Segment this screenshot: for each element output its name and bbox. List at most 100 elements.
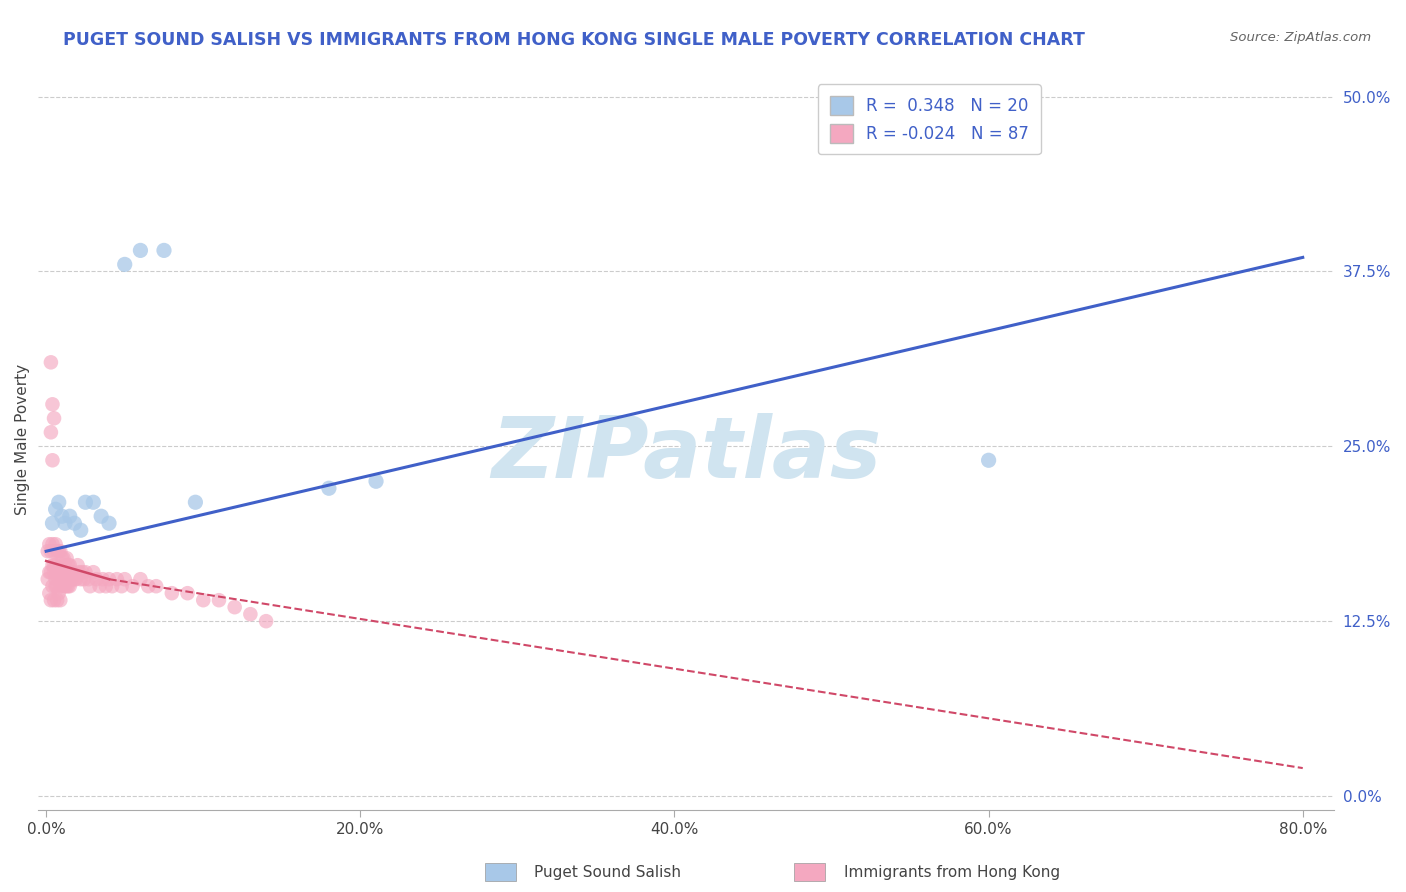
- Point: [55, 551, 77, 566]
- Point: [63, 572, 86, 586]
- Point: [51, 509, 73, 524]
- Point: [98, 572, 121, 586]
- Text: Immigrants from Hong Kong: Immigrants from Hong Kong: [844, 865, 1060, 880]
- Point: [82, 565, 104, 579]
- Point: [55, 579, 77, 593]
- Point: [53, 516, 76, 531]
- Point: [59, 579, 82, 593]
- Point: [46, 544, 69, 558]
- Point: [59, 509, 82, 524]
- Point: [59, 558, 82, 573]
- Point: [41, 397, 63, 411]
- Point: [39, 593, 62, 607]
- Point: [52, 572, 75, 586]
- Point: [46, 565, 69, 579]
- Point: [53, 579, 76, 593]
- Point: [41, 453, 63, 467]
- Point: [105, 572, 128, 586]
- Point: [42, 565, 65, 579]
- Point: [114, 572, 136, 586]
- Point: [42, 558, 65, 573]
- Point: [39, 565, 62, 579]
- Point: [75, 495, 97, 509]
- Point: [75, 565, 97, 579]
- Point: [49, 565, 72, 579]
- Point: [121, 579, 143, 593]
- Point: [94, 579, 117, 593]
- Point: [160, 586, 183, 600]
- Text: Puget Sound Salish: Puget Sound Salish: [534, 865, 682, 880]
- Point: [45, 579, 67, 593]
- Point: [73, 572, 96, 586]
- Point: [55, 572, 77, 586]
- Point: [53, 572, 76, 586]
- Point: [86, 572, 108, 586]
- Point: [38, 537, 60, 551]
- Point: [49, 593, 72, 607]
- Point: [62, 565, 84, 579]
- Point: [41, 516, 63, 531]
- Point: [39, 544, 62, 558]
- Point: [153, 244, 176, 258]
- Point: [136, 579, 159, 593]
- Text: ZIPatlas: ZIPatlas: [491, 413, 882, 496]
- Point: [42, 593, 65, 607]
- Point: [52, 551, 75, 566]
- Point: [45, 537, 67, 551]
- Point: [42, 544, 65, 558]
- Point: [56, 572, 79, 586]
- Point: [67, 565, 90, 579]
- Point: [48, 565, 70, 579]
- Point: [38, 565, 60, 579]
- Y-axis label: Single Male Poverty: Single Male Poverty: [15, 364, 30, 515]
- Text: PUGET SOUND SALISH VS IMMIGRANTS FROM HONG KONG SINGLE MALE POVERTY CORRELATION : PUGET SOUND SALISH VS IMMIGRANTS FROM HO…: [63, 31, 1085, 49]
- Point: [45, 558, 67, 573]
- Point: [77, 572, 100, 586]
- Point: [364, 475, 387, 489]
- Point: [89, 579, 111, 593]
- Point: [90, 509, 112, 524]
- Point: [48, 565, 70, 579]
- Point: [977, 453, 1000, 467]
- Legend: R =  0.348   N = 20, R = -0.024   N = 87: R = 0.348 N = 20, R = -0.024 N = 87: [818, 84, 1040, 154]
- Point: [45, 572, 67, 586]
- Point: [49, 544, 72, 558]
- Point: [48, 495, 70, 509]
- Point: [38, 586, 60, 600]
- Point: [129, 572, 152, 586]
- Point: [114, 257, 136, 271]
- Point: [101, 579, 124, 593]
- Point: [129, 244, 152, 258]
- Point: [254, 614, 277, 628]
- Point: [208, 593, 231, 607]
- Point: [110, 579, 132, 593]
- Point: [41, 579, 63, 593]
- Point: [318, 481, 340, 495]
- Point: [63, 516, 86, 531]
- Point: [66, 558, 89, 573]
- Point: [193, 593, 215, 607]
- Point: [145, 579, 167, 593]
- Point: [60, 572, 83, 586]
- Point: [56, 558, 79, 573]
- Point: [37, 572, 59, 586]
- Point: [48, 586, 70, 600]
- Point: [52, 579, 75, 593]
- Point: [65, 572, 87, 586]
- Point: [184, 495, 207, 509]
- Point: [60, 565, 83, 579]
- Point: [72, 565, 94, 579]
- Point: [48, 544, 70, 558]
- Point: [176, 586, 198, 600]
- Point: [53, 558, 76, 573]
- Point: [51, 551, 73, 566]
- Point: [98, 516, 121, 531]
- Point: [82, 495, 104, 509]
- Point: [37, 544, 59, 558]
- Point: [91, 572, 114, 586]
- Point: [69, 572, 91, 586]
- Text: Source: ZipAtlas.com: Source: ZipAtlas.com: [1230, 31, 1371, 45]
- Point: [39, 355, 62, 369]
- Point: [41, 537, 63, 551]
- Point: [46, 593, 69, 607]
